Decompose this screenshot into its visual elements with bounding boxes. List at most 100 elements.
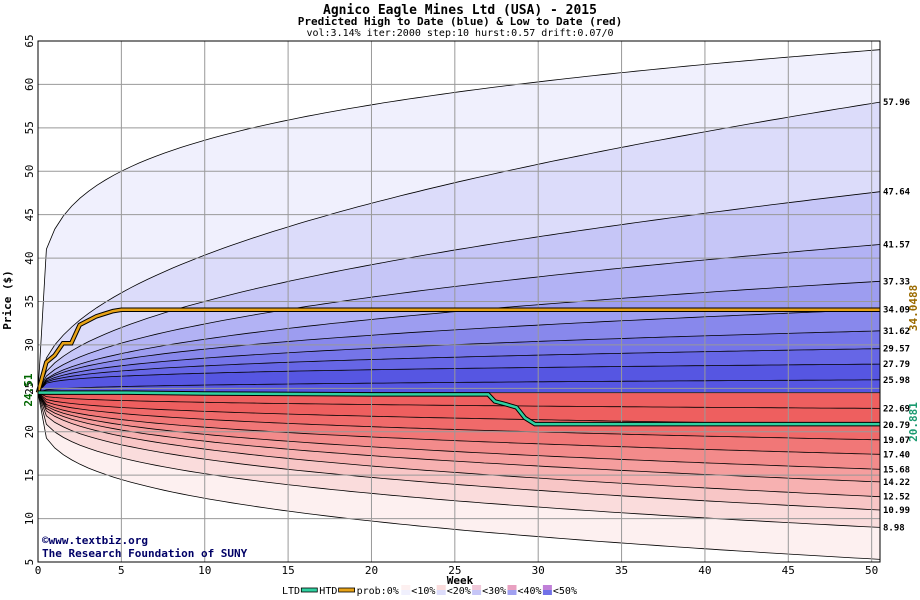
high-band-3: [38, 244, 880, 393]
low-to-date-value: 20.881: [907, 402, 920, 442]
legend-label: <20%: [447, 586, 471, 597]
right-band-label: 29.57: [883, 345, 910, 355]
legend-label: <10%: [411, 586, 435, 597]
low-band-5: [38, 392, 880, 470]
legend-swatch: [436, 590, 446, 595]
low-band-3: [38, 392, 880, 497]
high-band-7: [38, 348, 880, 393]
series-lines: [35, 307, 880, 427]
high-band-9: [38, 379, 880, 393]
legend-swatch: [436, 585, 446, 590]
y-tick-label: 35: [23, 295, 36, 308]
y-tick-label: 15: [23, 469, 36, 482]
chart-subtitle: Predicted High to Date (blue) & Low to D…: [298, 15, 623, 28]
low-band-line-1: [37, 392, 881, 528]
right-band-label: 22.69: [883, 404, 910, 414]
high-band-line-9: [37, 379, 881, 393]
x-axis-label: Week: [447, 574, 474, 587]
x-tick-label: 30: [532, 564, 545, 577]
watermark-url: www.textbiz.org: [49, 534, 148, 547]
legend-swatch: [472, 585, 482, 590]
high-band-6: [38, 330, 880, 393]
right-band-labels: 57.96 47.64 41.57 37.33 34.09 31.62 29.57 27.79…: [883, 98, 911, 533]
legend: LTD HTD prob:0% <10% <20% <30% <40% <50%: [282, 585, 577, 597]
low-band-line-2: [37, 392, 881, 511]
right-band-label: 27.79: [883, 360, 910, 370]
y-tick-label: 10: [23, 512, 36, 525]
x-tick-label: 0: [35, 564, 42, 577]
start-price-label: 24.51: [22, 373, 35, 406]
x-tick-label: 15: [281, 564, 294, 577]
low-band-line-6: [37, 392, 881, 455]
x-tick-label: 50: [865, 564, 878, 577]
x-tick-label: 10: [198, 564, 211, 577]
low-band-line-7: [37, 392, 881, 441]
x-tick-label: 35: [615, 564, 628, 577]
low-band-line-0: [37, 392, 881, 560]
legend-label: HTD: [319, 586, 337, 597]
legend-swatch: [472, 590, 482, 595]
legend-label: <30%: [482, 586, 506, 597]
y-tick-label: 60: [23, 78, 36, 91]
y-tick-label: 25: [23, 382, 36, 395]
legend-swatch: [542, 585, 552, 590]
y-tick-label: 40: [23, 251, 36, 264]
high-band-line-0: [37, 49, 881, 393]
low-band-6: [38, 392, 880, 455]
right-band-label: 17.40: [883, 450, 910, 460]
right-band-label: 12.52: [883, 493, 910, 503]
x-tick-label: 5: [118, 564, 125, 577]
right-band-label: 41.57: [883, 241, 910, 251]
low-band-4: [38, 392, 880, 482]
high-band-1: [38, 102, 880, 393]
low-band-line-3: [37, 392, 881, 498]
right-band-label: 34.09: [883, 305, 910, 315]
legend-swatch: [507, 585, 517, 590]
right-band-label: 25.98: [883, 376, 910, 386]
high-band-line-5: [37, 309, 881, 393]
low-to-date-line: [38, 391, 880, 426]
chart-title: Agnico Eagle Mines Ltd (USA) - 2015: [323, 3, 597, 18]
x-tick-label: 40: [698, 564, 711, 577]
low-band-line-4: [37, 392, 881, 483]
high-to-date-line: [36, 308, 880, 393]
legend-swatch: [401, 585, 411, 590]
low-band-8: [38, 392, 880, 425]
y-tick-label: 45: [23, 208, 36, 221]
high-to-date-value: 34.0488: [907, 285, 920, 331]
y-tick-label: 65: [23, 34, 36, 47]
y-tick-label: 5: [23, 559, 36, 566]
right-band-label: 37.33: [883, 277, 910, 287]
legend-swatch: [542, 590, 552, 595]
high-band-5: [38, 309, 880, 393]
legend-label: LTD: [282, 586, 300, 597]
right-band-label: 57.96: [883, 98, 910, 108]
low-band-line-9: [37, 392, 881, 409]
legend-label: <40%: [518, 586, 542, 597]
watermark-line1: ©www.textbiz.org: [42, 534, 148, 547]
right-band-label: 14.22: [883, 478, 910, 488]
y-tick-label: 20: [23, 425, 36, 438]
y-tick-label: 50: [23, 165, 36, 178]
legend-swatch: [300, 587, 318, 593]
legend-label: prob:0%: [357, 586, 399, 597]
high-band-0: [38, 49, 880, 393]
low-band-7: [38, 392, 880, 440]
legend-label: <50%: [553, 586, 577, 597]
high-band-line-7: [37, 348, 881, 393]
low-band-2: [38, 392, 880, 510]
right-band-label: 47.64: [883, 188, 911, 198]
right-band-label: 15.68: [883, 465, 910, 475]
x-tick-label: 25: [448, 564, 461, 577]
legend-swatch: [338, 587, 356, 593]
high-band-8: [38, 364, 880, 393]
low-band-0: [38, 392, 880, 560]
legend-swatch: [507, 590, 517, 595]
low-band-1: [38, 392, 880, 528]
watermark-line2: The Research Foundation of SUNY: [42, 547, 248, 560]
right-band-label: 19.07: [883, 436, 910, 446]
high-band-line-1: [37, 101, 881, 393]
plot-frame: [37, 40, 881, 563]
y-tick-label: 30: [23, 338, 36, 351]
